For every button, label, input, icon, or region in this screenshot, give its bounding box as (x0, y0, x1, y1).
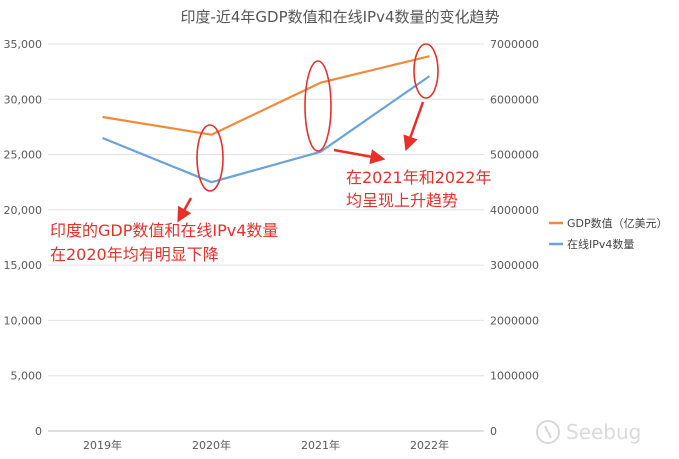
right-axis: 0 1000000 2000000 3000000 4000000 5000000 6000… (490, 38, 539, 438)
left-tick-label: 35,000 (4, 38, 43, 51)
right-tick-label: 3000000 (490, 259, 539, 272)
right-tick-label: 4000000 (490, 204, 539, 217)
watermark-text: Seebug (566, 420, 641, 444)
highlight-ellipse-2022 (413, 43, 439, 99)
x-tick-label: 2019年 (83, 438, 122, 452)
left-tick-label: 5,000 (11, 370, 43, 383)
x-axis: 2019年 2020年 2021年 2022年 (83, 438, 449, 452)
right-tick-label: 2000000 (490, 314, 539, 327)
arrow-2020 (177, 197, 193, 223)
right-tick-label: 1000000 (490, 370, 539, 383)
left-tick-label: 30,000 (4, 93, 43, 106)
legend: GDP数值（亿美元） 在线IPv4数量 (549, 217, 668, 251)
x-tick-label: 2020年 (192, 438, 231, 452)
series-group (102, 55, 431, 184)
annotation-left-line1: 印度的GDP数值和在线IPv4数量 (50, 221, 278, 240)
series-line-ipv4 (102, 75, 431, 184)
highlight-ellipse-2020 (196, 124, 224, 192)
left-tick-label: 15,000 (4, 259, 43, 272)
chart-title: 印度-近4年GDP数值和在线IPv4数量的变化趋势 (180, 8, 499, 26)
watermark: Seebug (536, 420, 641, 444)
annotation-right-line1: 在2021年和2022年 (346, 168, 491, 187)
left-tick-label: 20,000 (4, 204, 43, 217)
x-tick-label: 2021年 (301, 438, 340, 452)
series-line-gdp (102, 55, 430, 136)
seebug-logo-icon (536, 420, 560, 444)
left-tick-label: 10,000 (4, 314, 43, 327)
right-tick-label: 5000000 (490, 149, 539, 162)
arrow-2021 (333, 148, 386, 165)
left-tick-label: 25,000 (4, 149, 43, 162)
highlight-ellipse-2021 (304, 60, 332, 152)
left-axis: 0 5,000 10,000 15,000 20,000 25,000 30,000 35,0… (4, 38, 43, 438)
right-tick-label: 6000000 (490, 93, 539, 106)
arrow-2022 (403, 101, 425, 152)
grid (48, 43, 484, 432)
legend-label-gdp: GDP数值（亿美元） (567, 217, 668, 230)
annotation-right-line2: 均呈现上升趋势 (346, 191, 458, 210)
left-tick-label: 0 (35, 425, 42, 438)
right-tick-label: 7000000 (490, 38, 539, 51)
annotation-left-line2: 在2020年均有明显下降 (50, 245, 219, 264)
legend-label-ipv4: 在线IPv4数量 (567, 237, 634, 251)
x-tick-label: 2022年 (410, 438, 449, 452)
right-tick-label: 0 (490, 425, 497, 438)
